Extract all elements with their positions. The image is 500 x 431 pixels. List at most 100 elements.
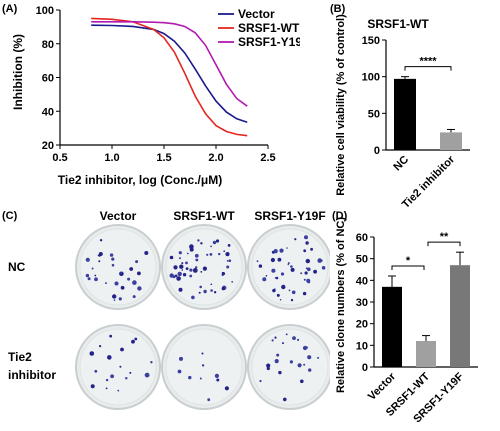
colony-dot	[90, 384, 95, 389]
colony-dot	[227, 244, 231, 247]
y-tick-label: 100	[362, 72, 380, 84]
y-tick-label: 60	[42, 73, 54, 85]
colony-dot	[305, 258, 310, 264]
colony-dot	[281, 284, 286, 290]
x-tick-label: 0.5	[52, 152, 67, 164]
y-axis-label: Relative cell viability (% of control)	[335, 14, 347, 196]
x-tick-label: 1.5	[156, 152, 171, 164]
colony-dot	[132, 295, 136, 299]
colony-dot	[262, 277, 267, 282]
colony-dot	[107, 355, 112, 360]
colony-dot	[125, 377, 128, 380]
y-axis-label: Inhibition (%)	[11, 34, 25, 110]
colony-dot	[87, 277, 91, 281]
row-label: inhibitor	[8, 368, 56, 382]
colony-dot	[179, 257, 181, 260]
colony-dot	[119, 365, 122, 368]
colony-dot	[94, 274, 97, 277]
panel-label-c: (C)	[2, 210, 18, 222]
y-tick-label: 40	[356, 275, 368, 287]
colony-dot	[283, 397, 287, 402]
bar-0	[394, 78, 416, 150]
colony-dot	[105, 387, 108, 390]
colony-dish	[247, 324, 330, 410]
colony-dot	[290, 298, 294, 302]
colony-dot	[274, 336, 277, 339]
colony-dot	[302, 291, 307, 296]
colony-dot	[85, 257, 90, 262]
colony-dot	[185, 261, 188, 265]
y-tick-label: 150	[362, 35, 380, 47]
colony-dot	[300, 379, 304, 384]
x-tick-label: 1.0	[104, 152, 119, 164]
series-line-1	[91, 17, 248, 137]
colony-dot	[200, 271, 203, 273]
colony-dot	[305, 241, 309, 245]
colony-dot	[188, 375, 192, 380]
colony-dot	[303, 363, 306, 366]
colony-dot	[271, 268, 276, 273]
colony-dot	[99, 345, 102, 348]
dish-well	[165, 328, 243, 406]
colony-dot	[307, 355, 312, 360]
significance-bracket	[404, 66, 452, 71]
x-axis-label: Tie2 inhibitor, log (Conc./μM)	[58, 173, 222, 187]
legend-entry: SRSF1-Y19F	[238, 35, 300, 49]
colony-dot	[144, 251, 149, 255]
colony-dot	[306, 278, 311, 283]
colony-dot	[276, 353, 280, 357]
colony-dot	[120, 271, 123, 274]
colony-dot	[189, 244, 194, 249]
x-tick-label: Vector	[366, 370, 399, 403]
colony-dot	[144, 372, 150, 378]
colony-dot	[179, 264, 184, 269]
colony-dot	[197, 239, 200, 242]
colony-dot	[111, 263, 115, 267]
colony-dot	[129, 371, 132, 374]
colony-dot	[206, 253, 209, 256]
colony-dot	[209, 253, 213, 256]
colony-dot	[279, 298, 282, 301]
colony-dot	[317, 356, 320, 359]
colony-dish	[161, 324, 247, 410]
colony-dot	[181, 269, 184, 271]
colony-dot	[274, 359, 279, 364]
dish-well	[251, 328, 329, 406]
colony-dot	[109, 334, 113, 338]
colony-dot	[213, 291, 217, 294]
colony-dot	[310, 247, 313, 251]
significance-bracket	[427, 241, 461, 247]
colony-dot	[210, 289, 213, 292]
colony-dot	[120, 347, 124, 352]
colony-dish	[161, 224, 247, 310]
colony-dot	[225, 252, 230, 257]
colony-dot	[186, 252, 189, 255]
colony-dot	[94, 369, 98, 373]
colony-dot	[177, 271, 182, 277]
colony-dot	[303, 249, 307, 253]
legend-entry: Vector	[238, 7, 275, 21]
colony-dot	[270, 257, 275, 263]
dish-well	[251, 228, 329, 306]
colony-dot	[258, 264, 263, 268]
colony-dot	[195, 266, 198, 269]
colony-dot	[105, 378, 109, 382]
colony-dot	[98, 260, 101, 263]
bar-2	[450, 265, 470, 367]
panel-c-colony-images: (C) Vector SRSF1-WT SRSF1-Y19F NC Tie2 inhib…	[2, 209, 330, 410]
colony-dot	[182, 273, 187, 277]
colony-dot	[287, 262, 290, 265]
colony-dot	[94, 277, 98, 282]
colony-dot	[97, 254, 100, 257]
x-tick-label: NC	[391, 154, 411, 174]
colony-dot	[231, 281, 234, 283]
colony-dot	[266, 366, 270, 371]
colony-dot	[285, 333, 288, 336]
dish-well	[79, 328, 157, 406]
colony-dot	[201, 352, 204, 355]
bar-1	[440, 132, 462, 150]
colony-dot	[173, 265, 178, 270]
colony-dot	[277, 257, 282, 262]
colony-dot	[294, 238, 297, 241]
